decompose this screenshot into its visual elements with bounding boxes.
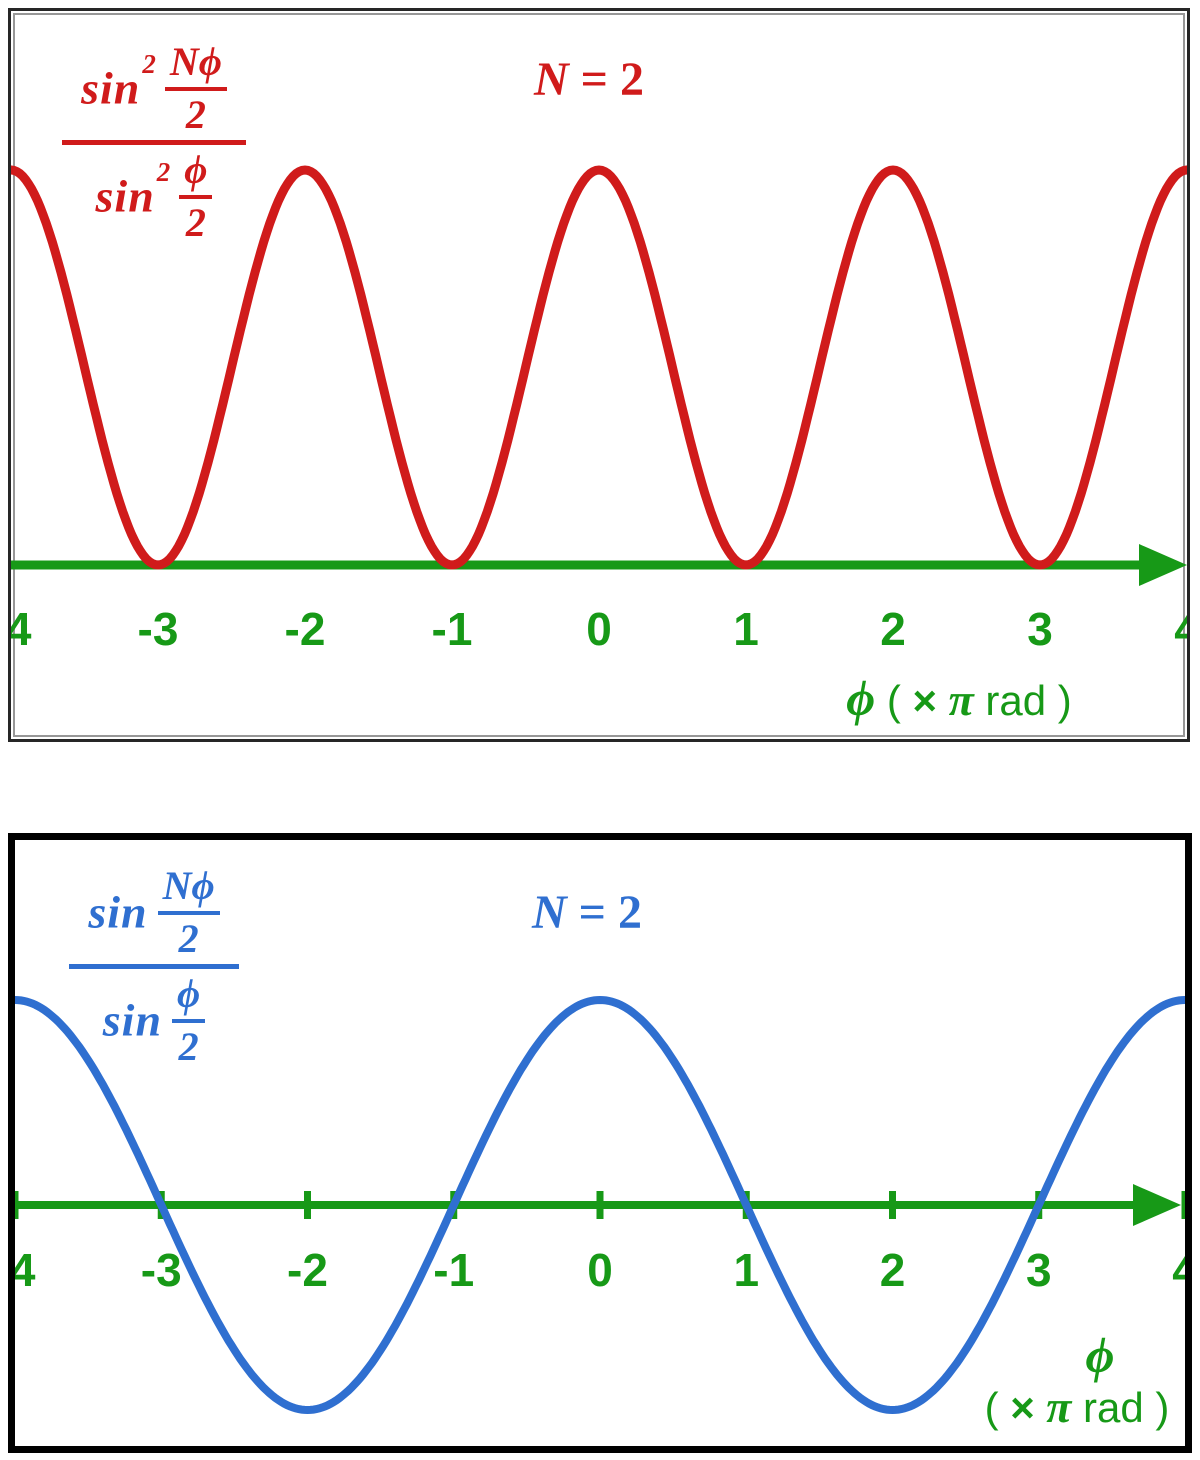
fraction-top: Nϕ <box>164 42 227 91</box>
fraction-top: ϕ <box>172 974 206 1023</box>
x-tick-label: -3 <box>138 603 179 655</box>
x-tick-label: 4 <box>1174 603 1187 655</box>
fraction-bottom: 2 <box>185 92 206 137</box>
panel-title: N = 2 <box>531 886 642 939</box>
formula-bottom-amplitude: sin Nϕ 2 sin ϕ 2 <box>64 866 244 1067</box>
panel-top-intensity: -4 -3 -2 -1 0 1 2 3 4 N = 2 ϕ ( × π rad ) <box>8 8 1190 742</box>
x-tick-label: 2 <box>880 1244 906 1296</box>
x-tick-label: -3 <box>141 1244 182 1296</box>
formula-numerator: sin2 Nϕ 2 <box>56 42 252 135</box>
x-axis-label: ϕ ( × π rad ) <box>846 670 1071 726</box>
x-tick-label: -1 <box>432 603 473 655</box>
x-axis-label: ϕ <box>1086 1327 1115 1383</box>
x-tick-label: 4 <box>1172 1244 1185 1296</box>
chart-top-svg: -4 -3 -2 -1 0 1 2 3 4 N = 2 ϕ ( × π rad ) <box>11 53 1187 726</box>
fraction-top: ϕ <box>179 150 213 199</box>
x-tick-label: 0 <box>586 603 612 655</box>
x-tick-label: -2 <box>287 1244 328 1296</box>
x-tick-label: 1 <box>733 603 759 655</box>
inner-fraction: ϕ 2 <box>179 150 213 245</box>
panel-title: N = 2 <box>533 53 644 106</box>
formula-denominator: sin ϕ 2 <box>64 974 244 1067</box>
x-axis-arrow-icon <box>1133 1184 1181 1226</box>
formula-denominator: sin2 ϕ 2 <box>56 150 252 243</box>
sin-squared-label: sin2 <box>95 157 172 222</box>
formula-top-intensity: sin2 Nϕ 2 sin2 ϕ 2 <box>56 42 252 243</box>
curve-svg-top <box>11 165 1187 570</box>
panel-bottom-amplitude: -4-3-2-101234N = 2ϕ( × π rad ) <box>8 833 1192 1453</box>
fraction-bottom: 2 <box>178 1024 199 1069</box>
x-tick-label: -2 <box>285 603 326 655</box>
x-tick-label: 2 <box>880 603 906 655</box>
fraction-bottom: 2 <box>178 916 199 961</box>
curve-svg-bottom <box>15 995 1185 1415</box>
x-tick-label: -4 <box>15 1244 36 1296</box>
fraction-bar <box>69 964 239 969</box>
sin-label: sin <box>88 886 148 938</box>
x-tick-label: 1 <box>733 1244 759 1296</box>
fraction-bar <box>61 140 247 145</box>
inner-fraction: Nϕ 2 <box>157 866 220 961</box>
x-tick-label: 0 <box>587 1244 613 1296</box>
sin-label: sin <box>102 994 163 1046</box>
formula-numerator: sin Nϕ 2 <box>64 866 244 959</box>
chart-bottom-svg: -4-3-2-101234N = 2ϕ( × π rad ) <box>15 886 1185 1432</box>
x-tick-label: -1 <box>433 1244 474 1296</box>
fraction-top: Nϕ <box>157 866 220 915</box>
inner-fraction: ϕ 2 <box>172 974 206 1069</box>
x-axis-label: ( × π rad ) <box>985 1381 1170 1432</box>
inner-fraction: Nϕ 2 <box>164 42 227 137</box>
x-axis-arrow-icon <box>1139 544 1187 586</box>
fraction-bottom: 2 <box>185 200 206 245</box>
x-tick-label: 3 <box>1027 603 1053 655</box>
x-tick-label: 3 <box>1026 1244 1052 1296</box>
x-tick-label: -4 <box>11 603 32 655</box>
sin-squared-label: sin2 <box>81 49 157 114</box>
